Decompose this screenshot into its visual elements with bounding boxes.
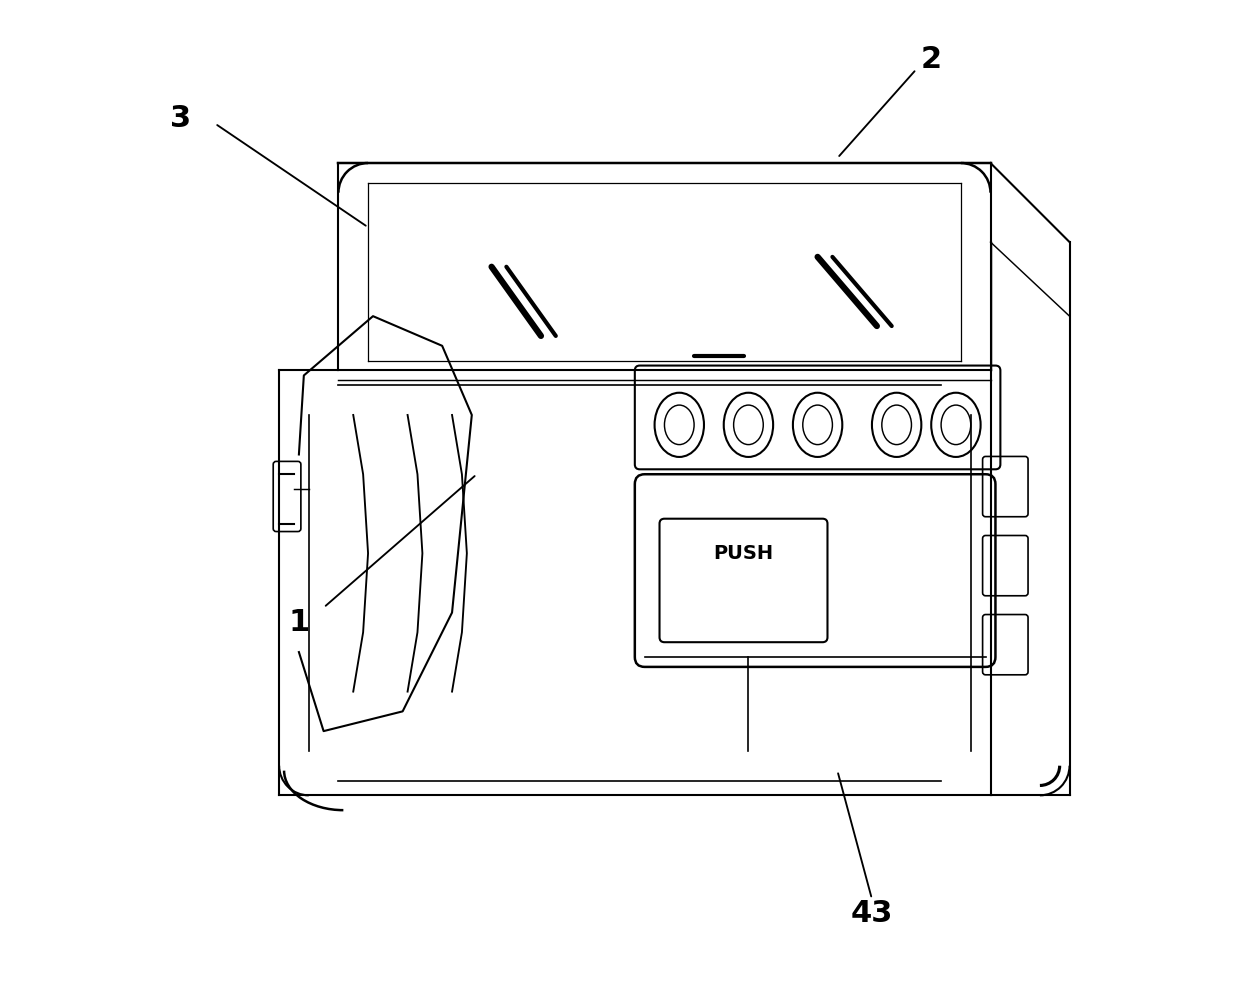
- Text: PUSH: PUSH: [713, 543, 774, 563]
- Text: 1: 1: [288, 608, 310, 637]
- Text: 43: 43: [851, 899, 893, 929]
- Text: 2: 2: [920, 44, 942, 74]
- Text: 3: 3: [170, 104, 191, 133]
